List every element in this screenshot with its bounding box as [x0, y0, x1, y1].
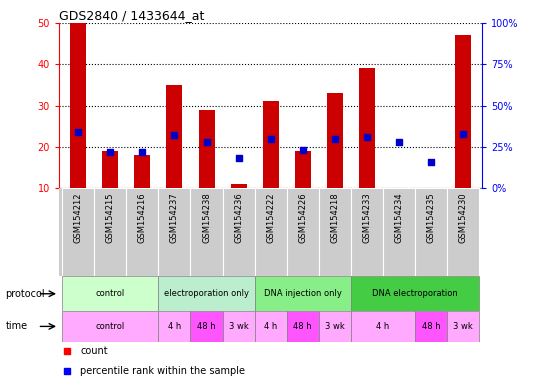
Bar — [415, 311, 447, 342]
Text: GSM154233: GSM154233 — [362, 193, 371, 243]
Point — [459, 131, 467, 137]
Bar — [159, 311, 190, 342]
Text: control: control — [95, 289, 125, 298]
Text: GSM154230: GSM154230 — [459, 193, 467, 243]
Text: GSM154237: GSM154237 — [170, 193, 179, 243]
Text: GSM154234: GSM154234 — [394, 193, 404, 243]
Text: 48 h: 48 h — [293, 322, 312, 331]
Bar — [263, 101, 279, 188]
Point — [106, 149, 115, 155]
Text: electroporation only: electroporation only — [164, 289, 249, 298]
Text: time: time — [5, 321, 27, 331]
Text: 3 wk: 3 wk — [325, 322, 345, 331]
Text: protocol: protocol — [5, 289, 45, 299]
Bar — [62, 276, 159, 311]
Bar — [190, 188, 222, 276]
Point — [170, 132, 178, 138]
Text: 3 wk: 3 wk — [453, 322, 473, 331]
Point — [394, 139, 403, 145]
Text: GSM154226: GSM154226 — [298, 193, 307, 243]
Text: GSM154235: GSM154235 — [427, 193, 436, 243]
Text: control: control — [95, 322, 125, 331]
Point — [344, 96, 352, 102]
Bar — [255, 188, 287, 276]
Bar — [415, 188, 447, 276]
Text: GSM154238: GSM154238 — [202, 193, 211, 243]
Bar — [383, 188, 415, 276]
Bar — [287, 188, 319, 276]
Bar — [222, 188, 255, 276]
Text: 48 h: 48 h — [197, 322, 216, 331]
Bar — [94, 188, 126, 276]
Text: DNA injection only: DNA injection only — [264, 289, 341, 298]
Text: percentile rank within the sample: percentile rank within the sample — [80, 366, 245, 376]
Text: GDS2840 / 1433644_at: GDS2840 / 1433644_at — [59, 9, 204, 22]
Bar — [102, 151, 118, 188]
Bar — [319, 188, 351, 276]
Bar — [159, 276, 255, 311]
Text: GSM154236: GSM154236 — [234, 193, 243, 243]
Bar — [70, 23, 86, 188]
Text: count: count — [80, 346, 108, 356]
Point — [427, 159, 435, 165]
Bar — [447, 311, 479, 342]
Bar — [351, 188, 383, 276]
Bar — [255, 311, 287, 342]
Bar — [455, 35, 471, 188]
Point — [138, 149, 147, 155]
Point — [202, 139, 211, 145]
Point — [299, 147, 307, 153]
Text: 3 wk: 3 wk — [229, 322, 249, 331]
Bar — [327, 93, 343, 188]
Text: 4 h: 4 h — [376, 322, 390, 331]
Point — [344, 271, 352, 277]
Text: GSM154215: GSM154215 — [106, 193, 115, 243]
Point — [74, 129, 83, 135]
Text: GSM154222: GSM154222 — [266, 193, 275, 243]
Text: GSM154212: GSM154212 — [74, 193, 83, 243]
Bar — [190, 311, 222, 342]
Bar — [359, 68, 375, 188]
Bar — [287, 311, 319, 342]
Point — [266, 136, 275, 142]
Text: GSM154216: GSM154216 — [138, 193, 147, 243]
Text: 48 h: 48 h — [422, 322, 441, 331]
Bar — [166, 85, 182, 188]
Bar — [295, 151, 311, 188]
Bar — [255, 276, 351, 311]
Point — [363, 134, 371, 140]
Bar — [222, 311, 255, 342]
Bar — [135, 155, 151, 188]
Text: GSM154218: GSM154218 — [330, 193, 339, 243]
Bar — [159, 188, 190, 276]
Bar — [351, 311, 415, 342]
Bar — [319, 311, 351, 342]
Bar — [62, 311, 159, 342]
Bar — [198, 110, 214, 188]
Text: 4 h: 4 h — [264, 322, 277, 331]
Text: DNA electroporation: DNA electroporation — [372, 289, 458, 298]
Bar — [351, 276, 479, 311]
Bar — [126, 188, 159, 276]
Bar — [230, 184, 247, 188]
Point — [234, 156, 243, 162]
Bar — [62, 188, 94, 276]
Point — [331, 136, 339, 142]
Bar — [447, 188, 479, 276]
Text: 4 h: 4 h — [168, 322, 181, 331]
